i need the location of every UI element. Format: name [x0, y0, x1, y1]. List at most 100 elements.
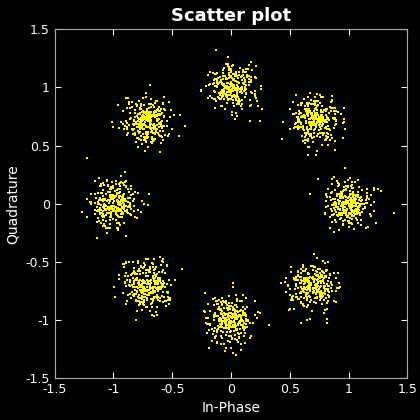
Channel 1	[153, 113, 160, 120]
Channel 1	[152, 114, 158, 121]
Channel 1	[310, 116, 316, 123]
Channel 1	[317, 283, 324, 289]
Channel 1	[124, 195, 131, 202]
Channel 1	[311, 277, 318, 284]
Channel 1	[312, 115, 319, 122]
Channel 1	[134, 285, 141, 291]
Channel 1	[139, 124, 145, 131]
Channel 1	[169, 126, 176, 132]
Channel 1	[321, 275, 328, 281]
Channel 1	[231, 308, 238, 315]
Channel 1	[319, 278, 326, 284]
Channel 1	[228, 318, 234, 324]
Channel 1	[149, 289, 156, 296]
Channel 1	[94, 218, 100, 225]
Channel 1	[307, 298, 313, 305]
Channel 1	[236, 308, 243, 315]
Channel 1	[304, 143, 311, 150]
Channel 1	[337, 206, 344, 213]
Channel 1	[122, 178, 129, 184]
Channel 1	[344, 207, 350, 213]
Channel 1	[315, 276, 322, 283]
Channel 1	[221, 325, 228, 332]
Channel 1	[326, 289, 332, 295]
Channel 1	[234, 326, 240, 332]
Channel 1	[362, 197, 369, 203]
Channel 1	[228, 73, 235, 79]
Channel 1	[218, 333, 225, 340]
Channel 1	[315, 97, 321, 104]
Channel 1	[158, 279, 165, 286]
Channel 1	[97, 202, 104, 208]
Channel 1	[237, 298, 244, 304]
Channel 1	[228, 82, 234, 89]
Channel 1	[148, 296, 155, 303]
Channel 1	[165, 131, 172, 138]
Channel 1	[226, 310, 232, 316]
Channel 1	[304, 113, 311, 119]
Channel 1	[144, 113, 151, 120]
Channel 1	[226, 326, 233, 332]
Channel 1	[125, 94, 131, 101]
Channel 1	[322, 273, 328, 280]
Channel 1	[212, 325, 218, 331]
Channel 1	[328, 206, 335, 213]
Channel 1	[231, 307, 238, 314]
Channel 1	[315, 271, 321, 278]
Channel 1	[228, 69, 234, 76]
Channel 1	[307, 108, 313, 115]
Channel 1	[329, 189, 336, 196]
Channel 1	[218, 334, 225, 341]
Channel 1	[296, 111, 303, 118]
Channel 1	[135, 279, 142, 286]
Channel 1	[352, 193, 359, 199]
Channel 1	[124, 298, 131, 305]
Channel 1	[223, 319, 230, 326]
Channel 1	[216, 306, 223, 313]
Channel 1	[138, 115, 145, 122]
Channel 1	[140, 113, 147, 119]
Channel 1	[223, 85, 230, 92]
Channel 1	[247, 118, 254, 124]
Channel 1	[122, 280, 129, 286]
Channel 1	[351, 213, 357, 219]
Channel 1	[314, 289, 321, 296]
Channel 1	[148, 260, 155, 267]
Channel 1	[104, 206, 110, 213]
Channel 1	[312, 295, 319, 302]
Channel 1	[377, 187, 384, 194]
Channel 1	[299, 138, 306, 144]
Channel 1	[113, 190, 120, 197]
Channel 1	[131, 114, 138, 121]
Channel 1	[153, 97, 160, 104]
Channel 1	[113, 225, 120, 231]
Channel 1	[104, 205, 111, 212]
Channel 1	[102, 207, 109, 213]
Channel 1	[136, 130, 143, 136]
Channel 1	[315, 282, 321, 289]
Channel 1	[224, 325, 231, 331]
Channel 1	[328, 176, 335, 183]
Channel 1	[220, 66, 226, 73]
Channel 1	[151, 104, 158, 110]
Channel 1	[302, 131, 309, 138]
Channel 1	[158, 105, 164, 112]
Channel 1	[305, 279, 312, 286]
Channel 1	[153, 273, 160, 280]
Channel 1	[301, 294, 308, 301]
Channel 1	[304, 128, 311, 135]
Channel 1	[206, 82, 213, 89]
Channel 1	[100, 182, 107, 189]
Channel 1	[317, 284, 323, 290]
Channel 1	[102, 202, 108, 209]
Channel 1	[342, 212, 349, 218]
Channel 1	[138, 137, 144, 144]
Channel 1	[151, 110, 158, 117]
Channel 1	[216, 318, 223, 325]
Channel 1	[131, 290, 137, 297]
Channel 1	[101, 202, 108, 209]
Channel 1	[123, 232, 130, 239]
Channel 1	[127, 211, 134, 218]
Channel 1	[146, 269, 153, 276]
Channel 1	[304, 294, 310, 301]
